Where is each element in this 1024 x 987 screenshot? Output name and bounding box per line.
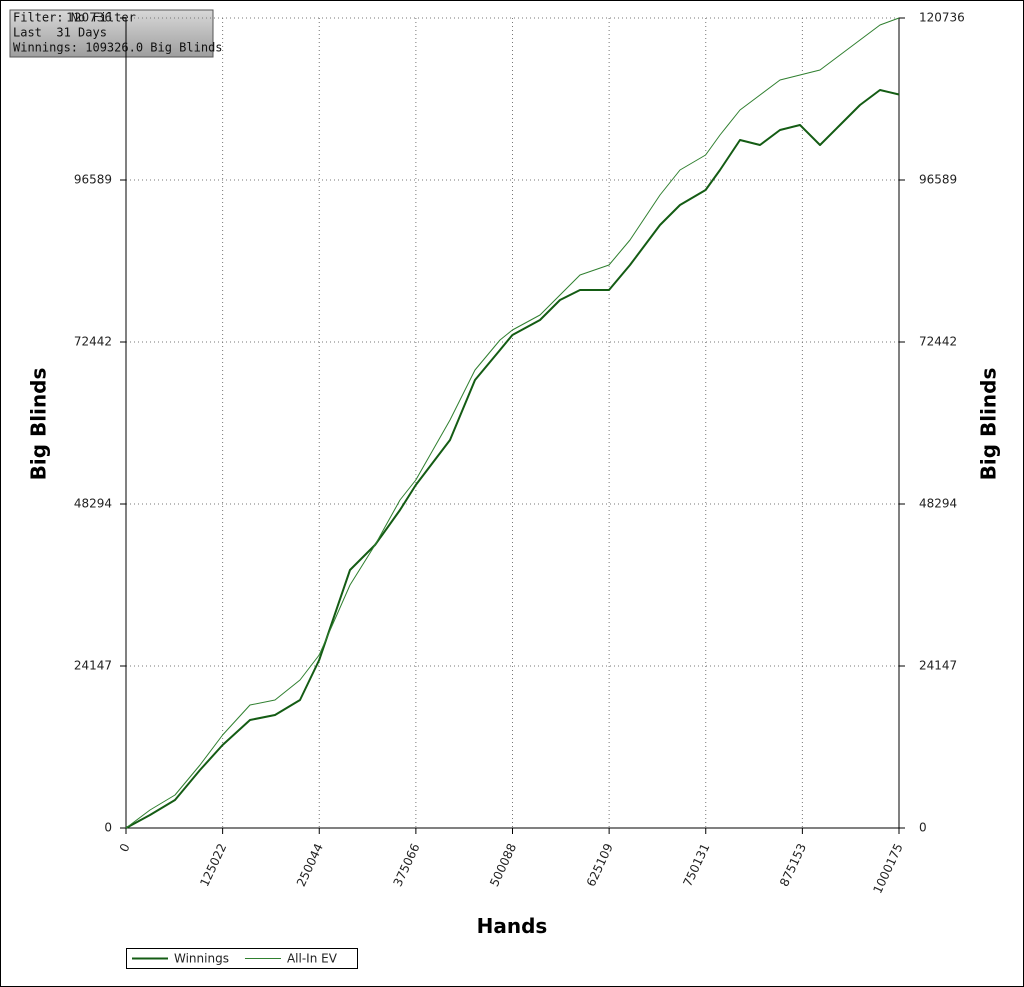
y2-tick-label: 24147 xyxy=(919,659,957,673)
legend-box xyxy=(126,948,358,969)
y2-tick-label: 96589 xyxy=(919,172,957,186)
y2-tick-label: 120736 xyxy=(919,11,965,25)
legend-label: All-In EV xyxy=(287,952,338,966)
y-tick-label: 0 xyxy=(104,821,112,835)
x-axis-title: Hands xyxy=(477,914,548,938)
y-tick-label: 24147 xyxy=(74,659,112,673)
y2-tick-label: 48294 xyxy=(919,497,957,511)
y-tick-label: 48294 xyxy=(74,497,112,511)
series-line xyxy=(125,89,900,829)
y-axis-title: Big Blinds xyxy=(27,368,51,481)
y2-tick-label: 0 xyxy=(919,821,927,835)
y-tick-label: 96589 xyxy=(74,172,112,186)
info-line: Last 31 Days xyxy=(13,26,107,40)
info-line: Filter: No Filter xyxy=(13,11,136,25)
info-box-bg xyxy=(9,9,214,58)
legend-label: Winnings xyxy=(174,952,229,966)
y-tick-label: 120736 xyxy=(66,11,112,25)
y2-axis-title: Big Blinds xyxy=(977,368,1001,481)
series-line xyxy=(125,17,900,829)
legend: Winnings All-In EV xyxy=(126,948,358,969)
info-line: Winnings: 109326.0 Big Blinds xyxy=(13,41,223,55)
y-tick-label: 72442 xyxy=(74,334,112,348)
y2-tick-label: 72442 xyxy=(919,334,957,348)
